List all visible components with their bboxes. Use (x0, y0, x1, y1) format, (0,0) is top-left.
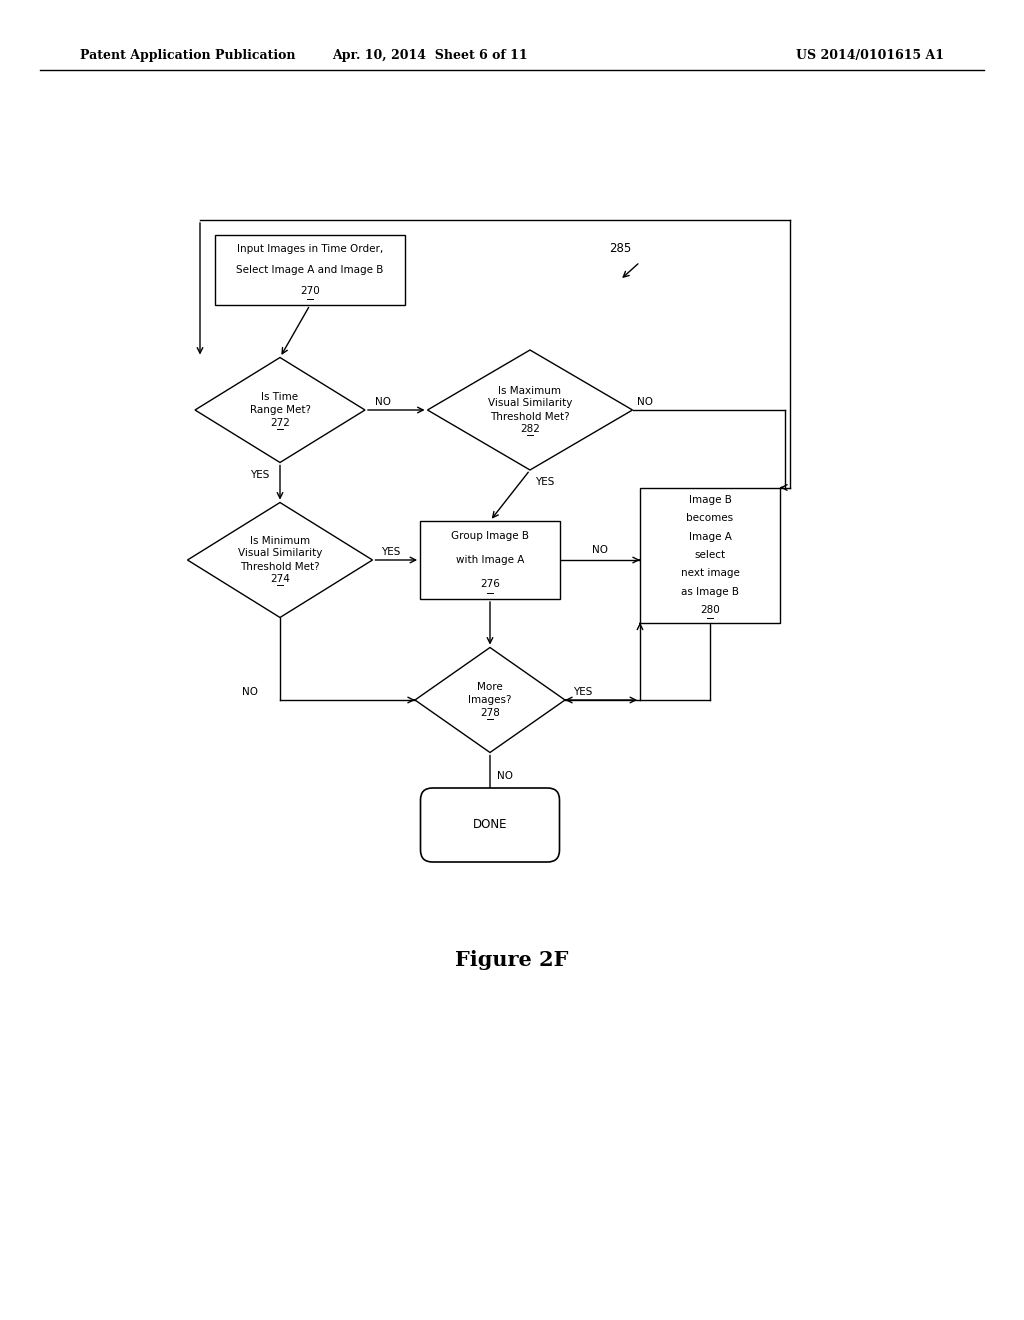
Text: YES: YES (573, 686, 593, 697)
Text: NO: NO (242, 686, 258, 697)
Text: Visual Similarity: Visual Similarity (487, 399, 572, 408)
Text: Threshold Met?: Threshold Met? (490, 412, 569, 421)
Text: 272: 272 (270, 418, 290, 428)
Text: Is Minimum: Is Minimum (250, 536, 310, 545)
Text: becomes: becomes (686, 513, 733, 523)
Text: Visual Similarity: Visual Similarity (238, 549, 323, 558)
FancyBboxPatch shape (215, 235, 406, 305)
Text: 278: 278 (480, 708, 500, 718)
Text: Is Maximum: Is Maximum (499, 385, 561, 396)
Text: 280: 280 (700, 606, 720, 615)
Text: Group Image B: Group Image B (451, 532, 529, 541)
Text: Image B: Image B (688, 495, 731, 504)
Text: Apr. 10, 2014  Sheet 6 of 11: Apr. 10, 2014 Sheet 6 of 11 (332, 49, 527, 62)
Text: Threshold Met?: Threshold Met? (241, 561, 319, 572)
Text: select: select (694, 550, 726, 560)
Text: More: More (477, 682, 503, 692)
Text: 282: 282 (520, 425, 540, 434)
Text: NO: NO (637, 397, 652, 407)
Text: Select Image A and Image B: Select Image A and Image B (237, 265, 384, 275)
Text: 274: 274 (270, 574, 290, 585)
Text: US 2014/0101615 A1: US 2014/0101615 A1 (796, 49, 944, 62)
Polygon shape (415, 648, 565, 752)
Polygon shape (195, 358, 365, 462)
Text: NO: NO (592, 545, 608, 554)
Text: NO: NO (375, 397, 391, 407)
Text: Image A: Image A (688, 532, 731, 541)
Text: DONE: DONE (473, 818, 507, 832)
Text: YES: YES (250, 470, 269, 479)
Text: YES: YES (536, 477, 555, 487)
Text: 276: 276 (480, 578, 500, 589)
FancyBboxPatch shape (420, 521, 560, 599)
Text: as Image B: as Image B (681, 587, 739, 597)
Polygon shape (187, 503, 373, 618)
Text: Input Images in Time Order,: Input Images in Time Order, (237, 244, 383, 253)
Polygon shape (427, 350, 633, 470)
Text: Images?: Images? (468, 696, 512, 705)
FancyBboxPatch shape (640, 487, 780, 623)
Text: with Image A: with Image A (456, 554, 524, 565)
Text: Figure 2F: Figure 2F (456, 950, 568, 970)
Text: Is Time: Is Time (261, 392, 299, 403)
Text: next image: next image (681, 569, 739, 578)
Text: 285: 285 (609, 242, 631, 255)
Text: NO: NO (497, 771, 513, 781)
Text: Range Met?: Range Met? (250, 405, 310, 414)
FancyBboxPatch shape (421, 788, 559, 862)
Text: 270: 270 (300, 286, 319, 296)
Text: Patent Application Publication: Patent Application Publication (80, 49, 296, 62)
Text: YES: YES (381, 546, 400, 557)
